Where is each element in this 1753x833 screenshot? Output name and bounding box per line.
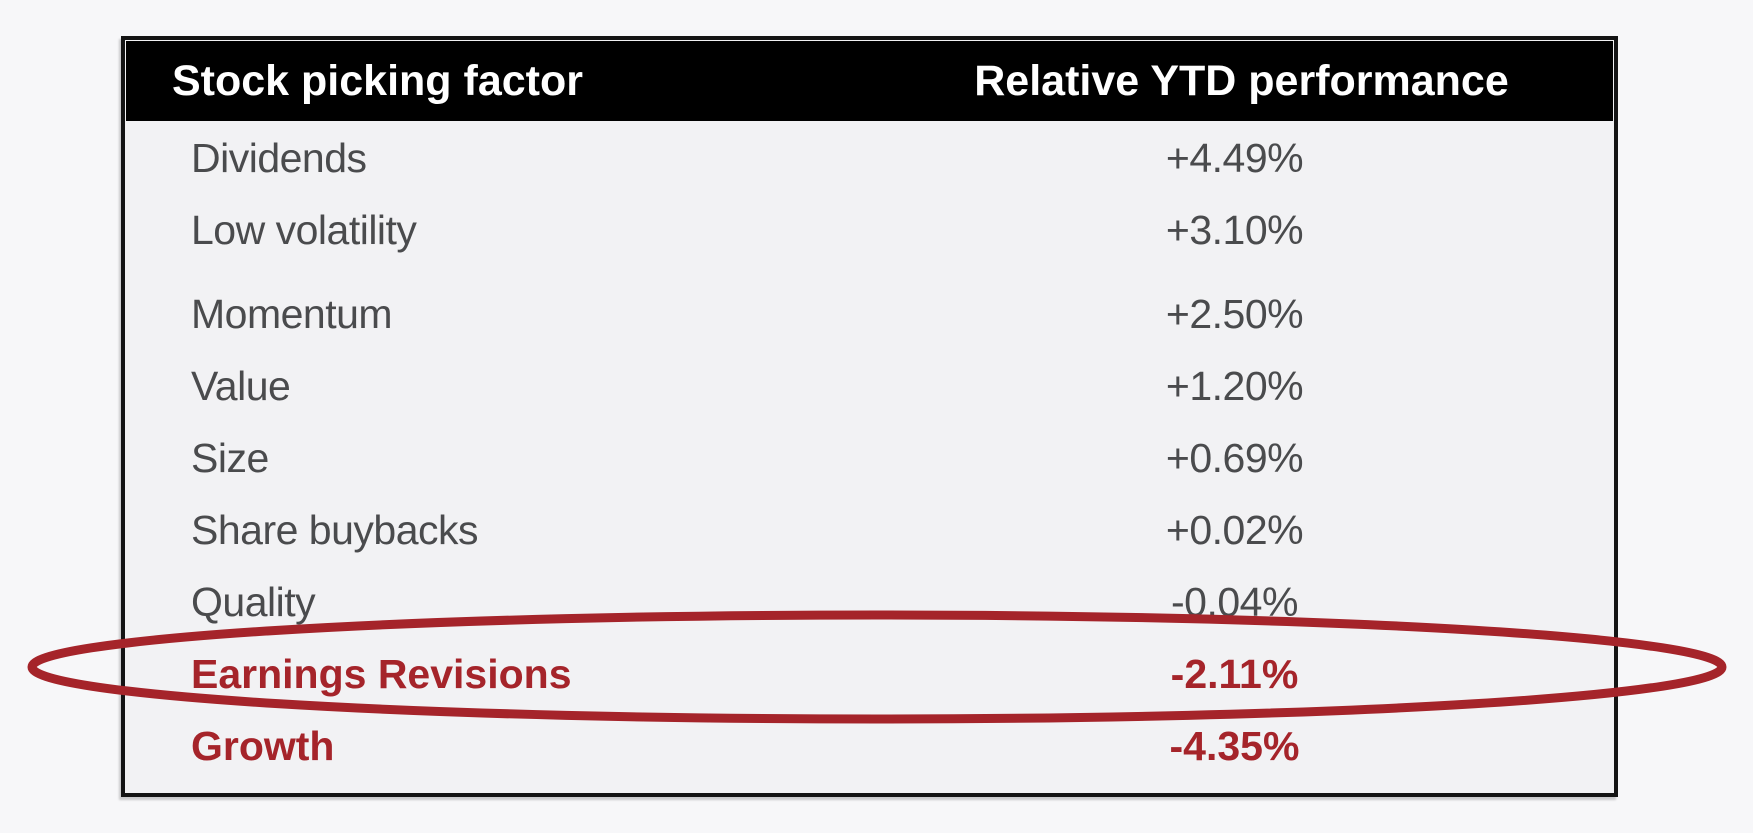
table-row: Quality -0.04% [125,566,1614,638]
table-row: Dividends +4.49% [125,122,1614,194]
table-row: Growth -4.35% [125,710,1614,782]
performance-value: +3.10% [1165,206,1304,253]
factor-table: Stock picking factor Relative YTD perfor… [121,36,1618,797]
performance-value: -0.04% [1171,578,1298,625]
factor-name: Momentum [191,290,393,337]
factor-name: Share buybacks [191,506,479,553]
header-factor-label: Stock picking factor [172,56,583,105]
performance-value: +4.49% [1165,134,1304,181]
performance-value: +0.69% [1165,434,1304,481]
factor-name: Earnings Revisions [191,650,572,697]
factor-name: Low volatility [191,206,417,253]
factor-name: Dividends [191,134,367,181]
performance-value: +0.02% [1165,506,1304,553]
factor-name: Value [191,362,291,409]
table-row: Share buybacks +0.02% [125,494,1614,566]
table-row: Low volatility +3.10% [125,194,1614,266]
performance-value: +1.20% [1165,362,1304,409]
table-row: Earnings Revisions -2.11% [125,638,1614,710]
table-header: Stock picking factor Relative YTD perfor… [126,41,1613,121]
table-row: Size +0.69% [125,422,1614,494]
header-performance-label: Relative YTD performance [974,56,1509,105]
table-rows: Dividends +4.49% Low volatility +3.10% M… [125,122,1614,782]
factor-name: Quality [191,578,316,625]
table-row: Momentum +2.50% [125,278,1614,350]
table-row: Value +1.20% [125,350,1614,422]
factor-name: Size [191,434,269,481]
performance-value: -2.11% [1170,650,1299,697]
performance-value: -4.35% [1169,722,1300,769]
factor-name: Growth [191,722,335,769]
performance-value: +2.50% [1165,290,1304,337]
